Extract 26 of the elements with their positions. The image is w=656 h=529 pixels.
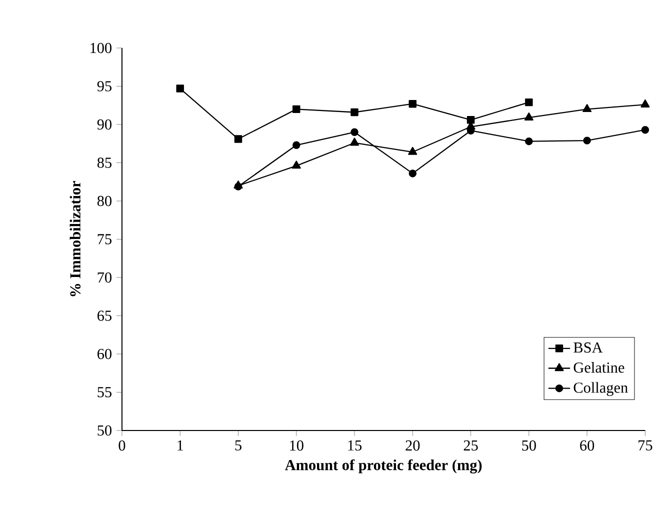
x-tick-label: 0 xyxy=(118,440,126,451)
x-tick-label: 15 xyxy=(348,440,362,451)
y-tick-label: 55 xyxy=(98,387,112,398)
y-tick-label: 85 xyxy=(97,158,112,168)
y-tick-label: 100 xyxy=(90,43,112,54)
legend-label: Gelatine xyxy=(574,362,624,373)
y-tick-label: 95 xyxy=(97,81,112,92)
y-tick-label: 50 xyxy=(98,426,112,436)
legend-label: Collagen xyxy=(574,382,628,396)
y-axis-title: % Immobilizatior xyxy=(70,181,81,296)
x-tick-label: 60 xyxy=(580,440,594,451)
y-tick-label: 70 xyxy=(98,272,112,283)
y-tick-label: 65 xyxy=(98,310,112,322)
y-tick-label: 60 xyxy=(98,349,112,360)
y-tick-label: 75 xyxy=(98,234,112,244)
x-tick-label: 1 xyxy=(178,440,183,451)
y-tick-label: 90 xyxy=(97,120,112,130)
legend-label: BSA xyxy=(574,342,603,353)
x-tick-label: 50 xyxy=(522,440,536,451)
y-tick-label: 80 xyxy=(97,196,112,206)
x-axis-title: Amount of proteic feeder (mg) xyxy=(284,460,482,474)
x-tick-label: 25 xyxy=(464,440,478,451)
x-tick-label: 5 xyxy=(235,440,242,451)
x-tick-label: 10 xyxy=(290,440,304,451)
x-tick-label: 20 xyxy=(406,440,420,451)
x-tick-label: 75 xyxy=(638,440,652,451)
